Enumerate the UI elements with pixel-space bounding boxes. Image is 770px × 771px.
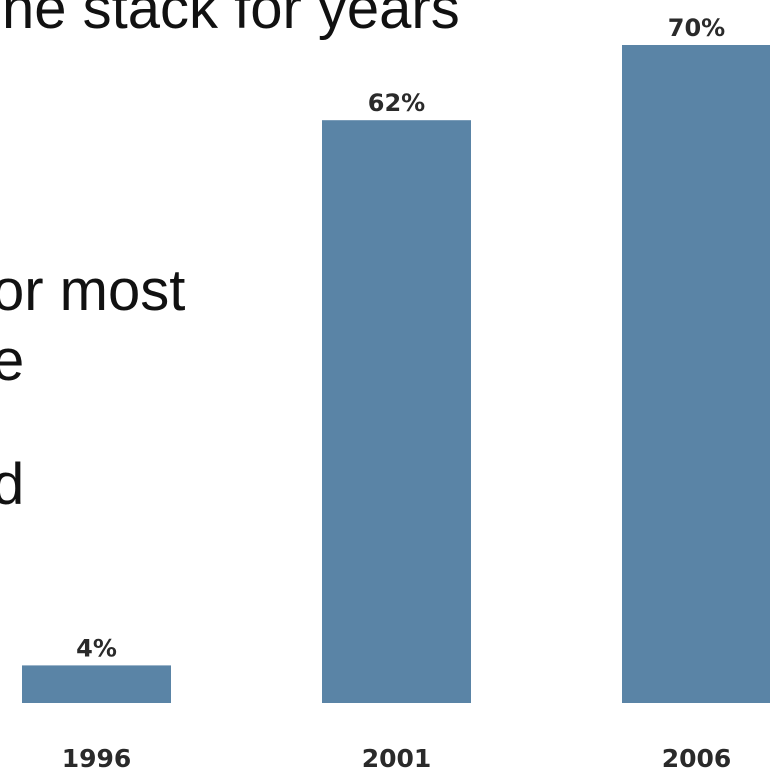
x-tick-label-2006: 2006 bbox=[662, 744, 732, 771]
bar-2001 bbox=[322, 120, 471, 703]
slide-body-line-3: d bbox=[0, 452, 25, 517]
bar-value-label-1996: 4% bbox=[76, 634, 117, 662]
x-tick-label-2001: 2001 bbox=[362, 744, 432, 771]
x-tick-label-1996: 1996 bbox=[62, 744, 132, 771]
bar-value-label-2006: 70% bbox=[668, 14, 725, 42]
bar-1996 bbox=[22, 665, 171, 703]
slide-body-line-2: e bbox=[0, 328, 25, 393]
slide-heading-fragment: ne stack for years bbox=[2, 0, 460, 41]
bar-2006 bbox=[622, 45, 770, 703]
bar-value-label-2001: 62% bbox=[368, 89, 425, 117]
slide-body-line-1: or most bbox=[0, 258, 186, 323]
